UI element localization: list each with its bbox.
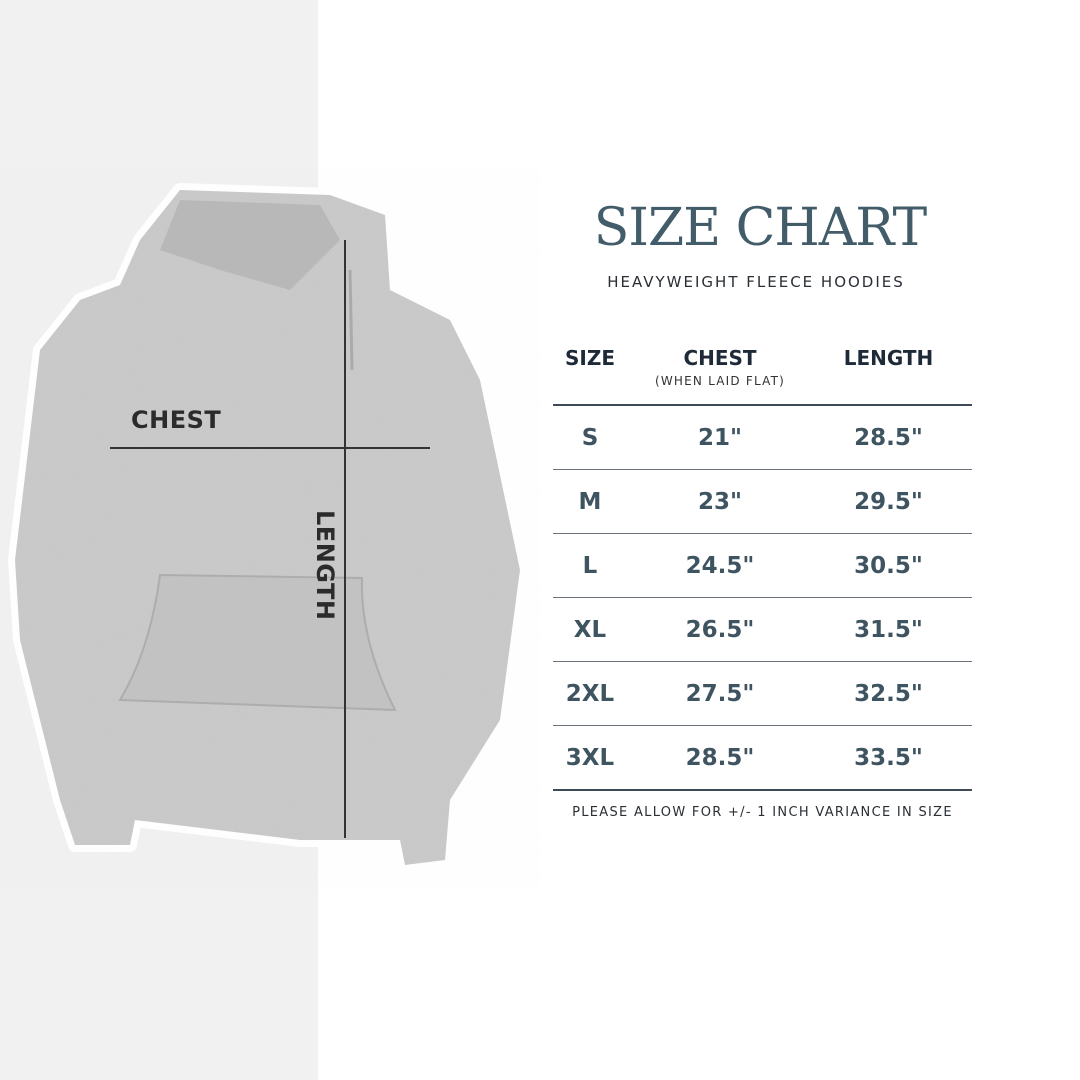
cell-length: 30.5" xyxy=(854,552,923,579)
cell-chest: 24.5" xyxy=(685,552,755,579)
cell-length: 33.5" xyxy=(854,744,923,771)
table-row: 2XL 27.5" 32.5" xyxy=(553,662,972,726)
hoodie-image xyxy=(0,170,540,890)
table-row: S 21" 28.5" xyxy=(553,406,972,470)
cell-chest: 23" xyxy=(698,488,742,515)
size-table: SIZE CHEST (WHEN LAID FLAT) LENGTH S 21" 28… xyxy=(553,340,972,791)
header-size: SIZE xyxy=(564,346,615,370)
cell-length: 29.5" xyxy=(854,488,923,515)
cell-chest: 26.5" xyxy=(685,616,755,643)
length-measure-label: LENGTH xyxy=(311,510,339,621)
cell-size: XL xyxy=(573,616,607,643)
cell-size: 3XL xyxy=(565,744,615,771)
cell-size: S xyxy=(581,424,599,451)
header-length: LENGTH xyxy=(843,346,934,370)
variance-note: PLEASE ALLOW FOR +/- 1 INCH VARIANCE IN … xyxy=(572,805,953,820)
cell-length: 31.5" xyxy=(854,616,923,643)
table-row: L 24.5" 30.5" xyxy=(553,534,972,598)
cell-size: L xyxy=(582,552,598,579)
header-chest-label: CHEST xyxy=(683,346,757,370)
drawstring xyxy=(348,269,354,371)
cell-length: 28.5" xyxy=(854,424,923,451)
chest-measure-label: CHEST xyxy=(131,406,222,434)
header-chest: CHEST (WHEN LAID FLAT) xyxy=(635,340,805,404)
cell-size: 2XL xyxy=(565,680,615,707)
page-title: SIZE CHART xyxy=(593,198,927,258)
table-row: M 23" 29.5" xyxy=(553,470,972,534)
header-chest-note: (WHEN LAID FLAT) xyxy=(654,374,786,388)
table-row: 3XL 28.5" 33.5" xyxy=(553,726,972,791)
cell-length: 32.5" xyxy=(854,680,923,707)
table-header: SIZE CHEST (WHEN LAID FLAT) LENGTH xyxy=(553,340,972,406)
cell-chest: 28.5" xyxy=(685,744,755,771)
page-subtitle: HEAVYWEIGHT FLEECE HOODIES xyxy=(607,273,905,291)
cell-chest: 27.5" xyxy=(685,680,755,707)
table-row: XL 26.5" 31.5" xyxy=(553,598,972,662)
cell-size: M xyxy=(578,488,602,515)
pocket xyxy=(118,573,397,712)
cell-chest: 21" xyxy=(698,424,742,451)
hood-inner xyxy=(160,200,340,290)
